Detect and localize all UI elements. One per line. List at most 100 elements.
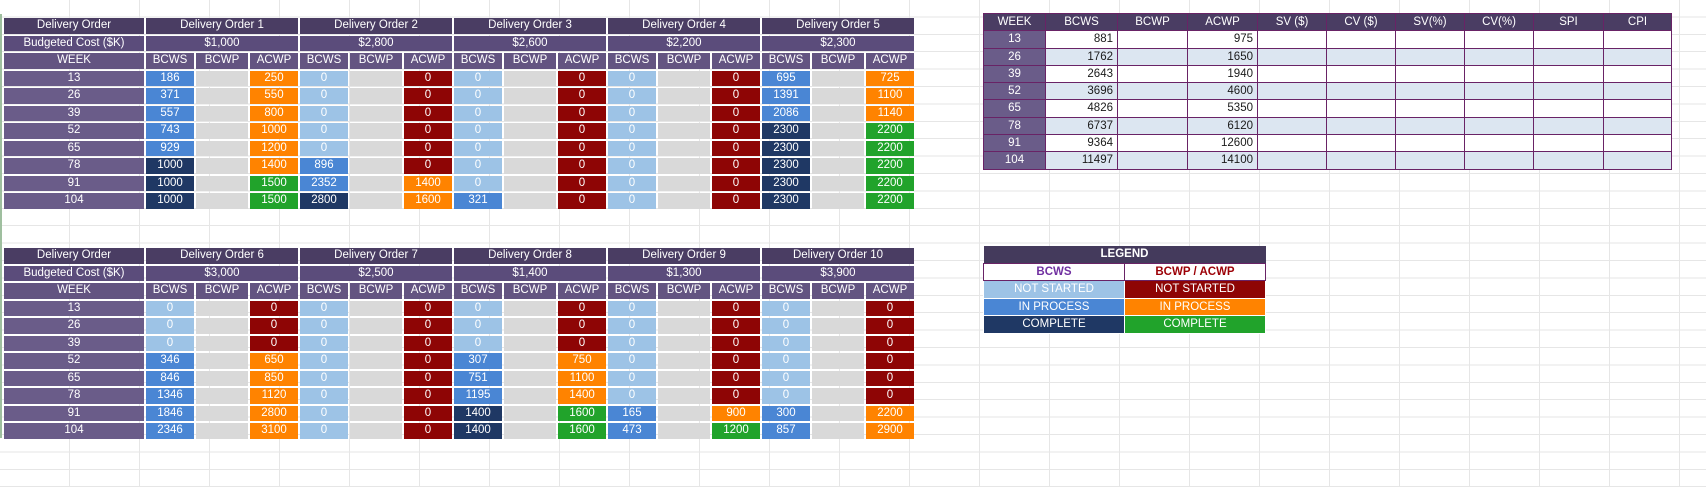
acwp-cell[interactable]: 0 (866, 370, 914, 386)
week-value-cell[interactable]: 78 (4, 158, 144, 174)
bcwp-cell[interactable] (196, 370, 248, 386)
acwp-cell[interactable]: 0 (558, 193, 606, 209)
week-value-cell[interactable]: 91 (4, 175, 144, 191)
bcwp-cell[interactable] (812, 318, 864, 334)
bcwp-cell[interactable] (196, 405, 248, 421)
acwp-cell[interactable]: 0 (712, 158, 760, 174)
acwp-cell[interactable]: 0 (712, 335, 760, 351)
bcws-cell[interactable]: 557 (146, 105, 194, 121)
bcws-cell[interactable]: 2300 (762, 175, 810, 191)
column-header-cell[interactable]: BCWS (146, 283, 194, 299)
bcwp-cell[interactable] (812, 140, 864, 156)
summary-value-cell[interactable] (1395, 47, 1465, 66)
summary-header-cell[interactable]: BCWS (1045, 12, 1118, 32)
bcwp-cell[interactable] (504, 123, 556, 139)
bcwp-cell[interactable] (350, 193, 402, 209)
summary-value-cell[interactable] (1395, 116, 1465, 136)
bcwp-cell[interactable] (812, 353, 864, 369)
bcwp-cell[interactable] (350, 423, 402, 439)
bcwp-cell[interactable] (504, 193, 556, 209)
budget-value-cell[interactable]: $2,500 (300, 265, 452, 281)
bcws-cell[interactable]: 0 (454, 300, 502, 316)
bcws-cell[interactable]: 0 (454, 335, 502, 351)
bcws-cell[interactable]: 743 (146, 123, 194, 139)
week-value-cell[interactable]: 52 (4, 353, 144, 369)
week-value-cell[interactable]: 78 (4, 388, 144, 404)
bcwp-cell[interactable] (658, 318, 710, 334)
column-header-cell[interactable]: BCWS (300, 283, 348, 299)
summary-week-cell[interactable]: 78 (983, 116, 1046, 136)
summary-value-cell[interactable] (1257, 47, 1327, 66)
acwp-cell[interactable]: 0 (404, 388, 452, 404)
bcws-cell[interactable]: 0 (608, 193, 656, 209)
summary-value-cell[interactable]: 14100 (1187, 151, 1258, 170)
bcwp-cell[interactable] (658, 335, 710, 351)
bcwp-cell[interactable] (350, 300, 402, 316)
acwp-cell[interactable]: 2200 (866, 175, 914, 191)
acwp-cell[interactable]: 0 (404, 405, 452, 421)
summary-value-cell[interactable] (1603, 116, 1672, 136)
bcwp-cell[interactable] (350, 388, 402, 404)
acwp-cell[interactable]: 0 (404, 70, 452, 86)
bcws-cell[interactable]: 0 (762, 370, 810, 386)
bcwp-cell[interactable] (504, 88, 556, 104)
bcws-cell[interactable]: 2300 (762, 158, 810, 174)
summary-value-cell[interactable] (1326, 151, 1396, 170)
bcwp-cell[interactable] (196, 318, 248, 334)
bcws-cell[interactable]: 695 (762, 70, 810, 86)
bcwp-cell[interactable] (504, 423, 556, 439)
summary-value-cell[interactable] (1464, 151, 1534, 170)
week-header-cell[interactable]: WEEK (4, 53, 144, 69)
column-header-cell[interactable]: BCWP (350, 53, 402, 69)
summary-value-cell[interactable] (1117, 47, 1188, 66)
summary-week-cell[interactable]: 13 (983, 30, 1046, 49)
column-header-cell[interactable]: ACWP (866, 53, 914, 69)
bcws-cell[interactable]: 0 (454, 318, 502, 334)
acwp-cell[interactable]: 550 (250, 88, 298, 104)
bcwp-cell[interactable] (812, 423, 864, 439)
summary-header-cell[interactable]: SV(%) (1395, 12, 1465, 32)
week-value-cell[interactable]: 65 (4, 370, 144, 386)
delivery-order-title-cell[interactable]: Delivery Order 7 (300, 248, 452, 264)
summary-value-cell[interactable] (1117, 30, 1188, 49)
bcws-cell[interactable]: 0 (608, 88, 656, 104)
bcwp-cell[interactable] (812, 158, 864, 174)
week-value-cell[interactable]: 65 (4, 140, 144, 156)
acwp-cell[interactable]: 1400 (404, 175, 452, 191)
acwp-cell[interactable]: 0 (404, 335, 452, 351)
acwp-cell[interactable]: 0 (712, 318, 760, 334)
bcws-cell[interactable]: 846 (146, 370, 194, 386)
bcws-cell[interactable]: 929 (146, 140, 194, 156)
budget-label-cell[interactable]: Budgeted Cost ($K) (4, 35, 144, 51)
acwp-cell[interactable]: 0 (404, 318, 452, 334)
bcws-cell[interactable]: 1400 (454, 405, 502, 421)
summary-value-cell[interactable]: 9364 (1045, 134, 1118, 153)
summary-value-cell[interactable] (1533, 151, 1604, 170)
acwp-cell[interactable]: 0 (712, 388, 760, 404)
acwp-cell[interactable]: 1400 (250, 158, 298, 174)
acwp-cell[interactable]: 250 (250, 70, 298, 86)
summary-value-cell[interactable] (1603, 47, 1672, 66)
bcws-cell[interactable]: 307 (454, 353, 502, 369)
summary-value-cell[interactable] (1326, 82, 1396, 101)
summary-value-cell[interactable] (1326, 134, 1396, 153)
bcws-cell[interactable]: 751 (454, 370, 502, 386)
bcwp-cell[interactable] (350, 405, 402, 421)
acwp-cell[interactable]: 2200 (866, 140, 914, 156)
bcwp-cell[interactable] (812, 193, 864, 209)
bcwp-cell[interactable] (350, 88, 402, 104)
summary-week-cell[interactable]: 39 (983, 64, 1046, 84)
summary-value-cell[interactable]: 1940 (1187, 64, 1258, 84)
summary-week-cell[interactable]: 91 (983, 134, 1046, 153)
budget-value-cell[interactable]: $2,600 (454, 35, 606, 51)
bcwp-cell[interactable] (658, 123, 710, 139)
summary-value-cell[interactable] (1257, 30, 1327, 49)
acwp-cell[interactable]: 0 (558, 123, 606, 139)
delivery-order-title-cell[interactable]: Delivery Order 9 (608, 248, 760, 264)
acwp-cell[interactable]: 0 (404, 423, 452, 439)
week-value-cell[interactable]: 52 (4, 123, 144, 139)
bcws-cell[interactable]: 0 (300, 88, 348, 104)
column-header-cell[interactable]: ACWP (866, 283, 914, 299)
bcws-cell[interactable]: 0 (762, 353, 810, 369)
acwp-cell[interactable]: 1400 (558, 388, 606, 404)
